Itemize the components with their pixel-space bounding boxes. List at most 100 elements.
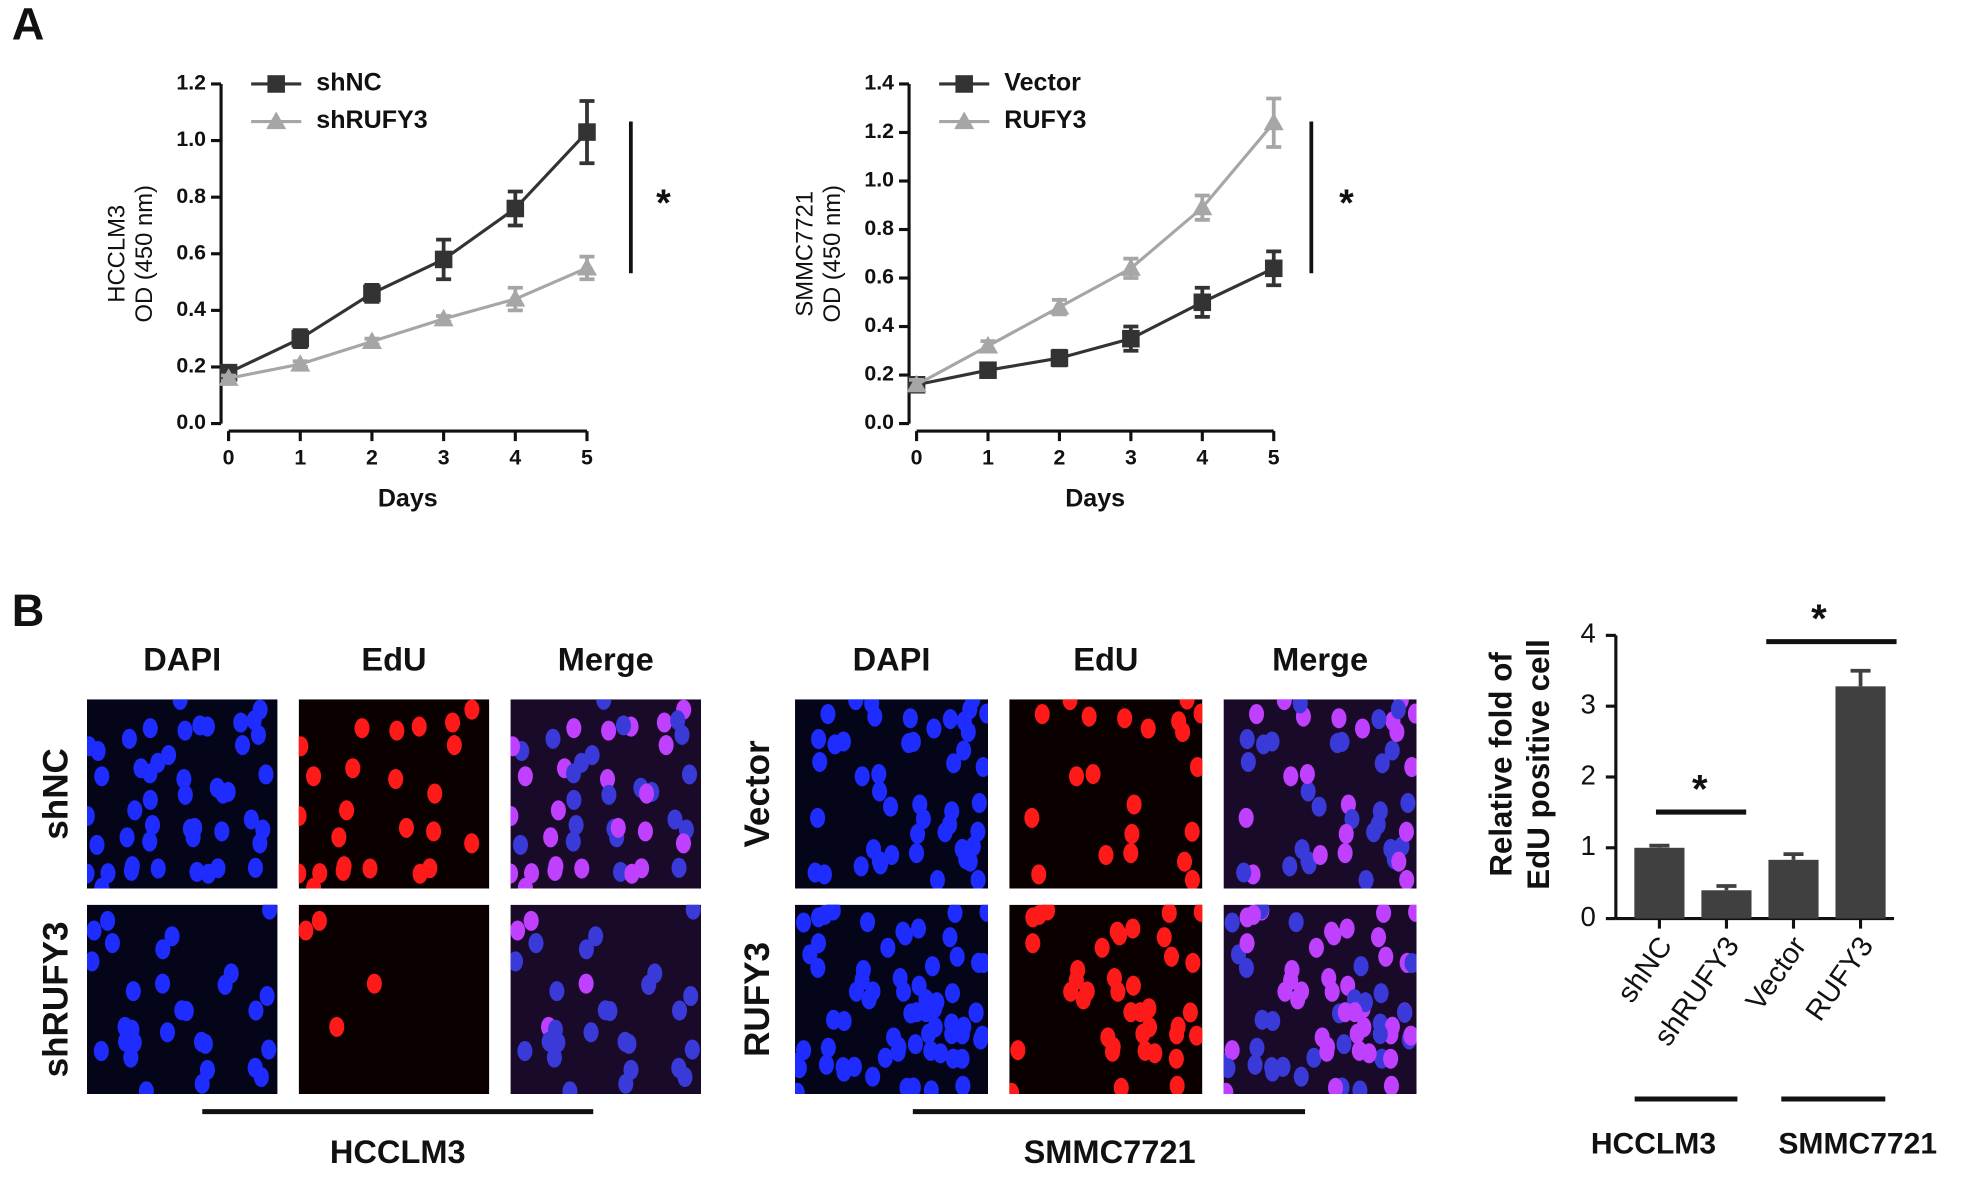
legend-label: RUFY3 <box>1004 106 1086 134</box>
y-tick-label: 0.6 <box>176 240 206 264</box>
cell <box>960 721 976 743</box>
cell <box>1117 708 1133 729</box>
micrograph <box>298 904 490 1095</box>
y-tick-label: 0.8 <box>176 184 206 208</box>
cell <box>547 1019 563 1040</box>
cell <box>329 1016 345 1037</box>
y-axis-label: OD (450 nm) <box>131 185 158 323</box>
y-axis-label: HCCLM3 <box>104 205 131 303</box>
y-tick-label: 1.4 <box>864 71 894 95</box>
cell <box>1400 792 1416 813</box>
cell <box>1301 854 1317 875</box>
cell <box>258 764 274 785</box>
cell <box>826 1009 842 1030</box>
cell <box>1238 957 1254 978</box>
cell <box>1189 1025 1205 1046</box>
cell <box>339 800 355 821</box>
legend-marker <box>954 111 975 130</box>
y-tick-label: 0.4 <box>864 313 894 337</box>
bar <box>1768 859 1819 919</box>
cell <box>100 910 116 931</box>
cell <box>667 809 683 830</box>
cell <box>578 973 594 994</box>
cell <box>807 862 823 883</box>
micrographs <box>86 699 1417 1095</box>
cell <box>954 1024 970 1045</box>
cell <box>507 951 524 972</box>
cell <box>578 939 594 960</box>
cell <box>1085 764 1101 785</box>
cell <box>155 973 171 994</box>
cell <box>89 834 105 855</box>
cell <box>677 1066 693 1088</box>
cell <box>178 1001 194 1022</box>
cell <box>1163 946 1179 967</box>
cell <box>924 956 940 977</box>
cell <box>1312 844 1328 866</box>
cell <box>872 781 888 802</box>
cell <box>956 740 972 761</box>
cell <box>119 827 135 848</box>
cell <box>610 817 626 838</box>
cell <box>884 844 900 866</box>
row-label: shNC <box>36 748 75 840</box>
legend-label: shNC <box>316 69 381 97</box>
cell <box>1239 933 1255 954</box>
cell <box>1110 981 1126 1002</box>
marker <box>576 257 598 276</box>
cell <box>835 731 851 752</box>
cell <box>86 736 97 757</box>
marker <box>506 199 525 218</box>
marker <box>979 361 997 379</box>
column-header: Merge <box>558 641 654 677</box>
cell <box>1390 699 1406 720</box>
legend-label: shRUFY3 <box>316 106 427 134</box>
y-axis-label: SMMC7721 <box>792 191 819 317</box>
cell <box>259 986 275 1007</box>
cell <box>944 983 961 1004</box>
legend-marker <box>266 111 287 130</box>
cell <box>568 814 584 836</box>
cell <box>1147 1043 1163 1064</box>
cell <box>1283 970 1299 991</box>
column-header: EdU <box>1073 641 1138 677</box>
x-tick-label: 0 <box>223 445 235 469</box>
y-tick-label: 0.6 <box>864 265 894 289</box>
x-tick-label: 1 <box>294 445 306 469</box>
cell <box>1184 869 1200 890</box>
cell <box>1031 864 1047 885</box>
cell <box>528 933 544 954</box>
marker <box>578 123 596 141</box>
cell <box>954 1048 970 1069</box>
cell <box>617 1031 633 1052</box>
cell <box>523 910 539 931</box>
cell <box>1383 1075 1399 1095</box>
cell <box>550 800 566 821</box>
cell <box>880 937 896 958</box>
cell <box>1062 699 1078 711</box>
y-tick-label: 0.2 <box>864 362 894 386</box>
cell <box>1124 823 1140 844</box>
y-tick-label: 1 <box>1580 830 1595 861</box>
cell <box>93 1041 109 1062</box>
cell <box>942 927 958 948</box>
cell <box>1408 901 1417 922</box>
cell <box>637 821 653 842</box>
cell <box>1239 729 1255 750</box>
cell <box>1288 912 1304 933</box>
y-tick-label: 0.0 <box>864 410 894 434</box>
cell <box>1125 918 1141 939</box>
cell <box>1185 952 1201 973</box>
annotation: * <box>1811 597 1827 641</box>
x-tick-label: 2 <box>366 445 378 469</box>
column-header: DAPI <box>853 641 931 677</box>
cell <box>1169 1024 1185 1045</box>
cell <box>176 769 192 790</box>
cell <box>362 858 378 879</box>
cell <box>1182 1002 1198 1023</box>
cell <box>915 809 931 830</box>
cell <box>1081 706 1097 727</box>
marker <box>1050 349 1069 367</box>
data-line <box>916 266 1275 387</box>
micrograph <box>510 904 702 1095</box>
